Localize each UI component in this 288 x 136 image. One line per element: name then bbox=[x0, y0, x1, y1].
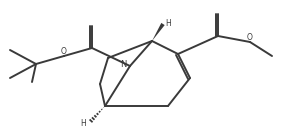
Text: H: H bbox=[80, 118, 86, 128]
Text: O: O bbox=[61, 47, 67, 55]
Text: N: N bbox=[120, 60, 126, 69]
Text: O: O bbox=[247, 33, 253, 41]
Text: H: H bbox=[166, 19, 171, 28]
Polygon shape bbox=[152, 23, 165, 41]
